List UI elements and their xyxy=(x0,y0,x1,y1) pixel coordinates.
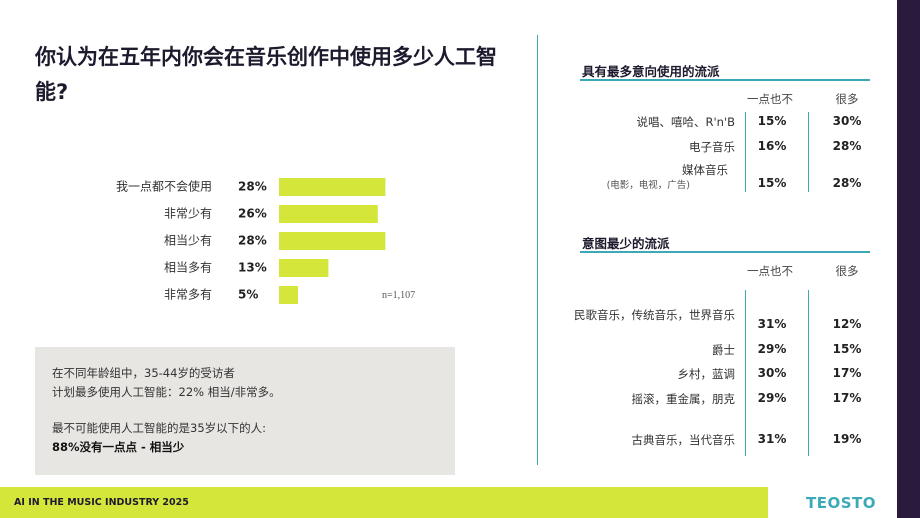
footer-band: AI IN THE MUSIC INDUSTRY 2025 xyxy=(0,487,768,518)
footer-text: AI IN THE MUSIC INDUSTRY 2025 xyxy=(14,497,189,508)
note-highlight: 88%没有一点点 - 相当少 xyxy=(52,440,185,454)
value-label: 13% xyxy=(238,261,267,275)
row-label: 古典音乐，当代音乐 xyxy=(631,433,736,447)
chart-title: 你认为在五年内你会在音乐创作中使用多少人工智能? xyxy=(35,45,497,104)
bar xyxy=(279,178,386,196)
row-label: 说唱、嘻哈、R'n'B xyxy=(636,115,736,129)
bar xyxy=(279,232,386,250)
table-title: 意图最少的流派 xyxy=(582,236,670,251)
note-line: 在不同年龄组中，35-44岁的受访者 xyxy=(52,366,235,380)
column-header: 一点也不 xyxy=(747,92,793,106)
row-label: 摇滚，重金属，朋克 xyxy=(631,392,736,406)
table-cell: 17% xyxy=(832,366,862,380)
logo: TEOSTO xyxy=(806,494,877,512)
table-cell: 12% xyxy=(832,317,862,331)
note-line: 计划最多使用人工智能：22% 相当/非常多。 xyxy=(52,385,281,399)
table-rule xyxy=(580,251,870,253)
table-cell: 29% xyxy=(757,342,787,356)
table-cell: 31% xyxy=(757,317,787,331)
table-cell: 31% xyxy=(757,432,787,446)
annotation: n=1,107 xyxy=(382,290,416,301)
table-rule xyxy=(580,79,870,81)
row-sublabel: (电影，电视，广告) xyxy=(606,180,690,191)
value-label: 5% xyxy=(238,288,258,302)
table-cell: 30% xyxy=(757,366,787,380)
table-cell: 15% xyxy=(757,114,787,128)
note-line: 最不可能使用人工智能的是35岁以下的人: xyxy=(52,421,267,435)
table-cell: 29% xyxy=(757,391,787,405)
column-header: 很多 xyxy=(835,264,859,278)
category-label: 相当少有 xyxy=(164,234,212,248)
table-cell: 15% xyxy=(757,176,787,190)
row-label: 媒体音乐 xyxy=(682,163,728,177)
value-label: 26% xyxy=(238,207,267,221)
table-cell: 16% xyxy=(757,139,787,153)
category-label: 相当多有 xyxy=(164,261,212,275)
row-label: 乡村，蓝调 xyxy=(677,367,736,381)
bar xyxy=(279,286,298,304)
table-cell: 28% xyxy=(832,176,862,190)
column-line xyxy=(745,112,746,192)
category-label: 我一点都不会使用 xyxy=(116,179,212,194)
row-label: 电子音乐 xyxy=(689,140,735,154)
value-label: 28% xyxy=(238,180,267,194)
category-label: 非常多有 xyxy=(164,288,212,302)
column-header: 一点也不 xyxy=(747,264,793,278)
note-box: 在不同年龄组中，35-44岁的受访者 计划最多使用人工智能：22% 相当/非常多… xyxy=(35,347,455,475)
column-line xyxy=(808,290,809,456)
table-cell: 28% xyxy=(832,139,862,153)
table-title: 具有最多意向使用的流派 xyxy=(582,64,720,79)
category-label: 非常少有 xyxy=(164,207,212,221)
column-line xyxy=(808,112,809,192)
bar xyxy=(279,205,378,223)
divider xyxy=(537,35,538,465)
side-strip xyxy=(897,0,920,518)
row-label: 爵士 xyxy=(712,343,735,357)
column-line xyxy=(745,290,746,456)
table-cell: 19% xyxy=(832,432,862,446)
value-label: 28% xyxy=(238,234,267,248)
table-cell: 15% xyxy=(832,342,862,356)
row-label: 民歌音乐，传统音乐，世界音乐 xyxy=(574,308,735,322)
column-header: 很多 xyxy=(835,92,859,106)
table-cell: 17% xyxy=(832,391,862,405)
table-cell: 30% xyxy=(832,114,862,128)
bar xyxy=(279,259,329,277)
